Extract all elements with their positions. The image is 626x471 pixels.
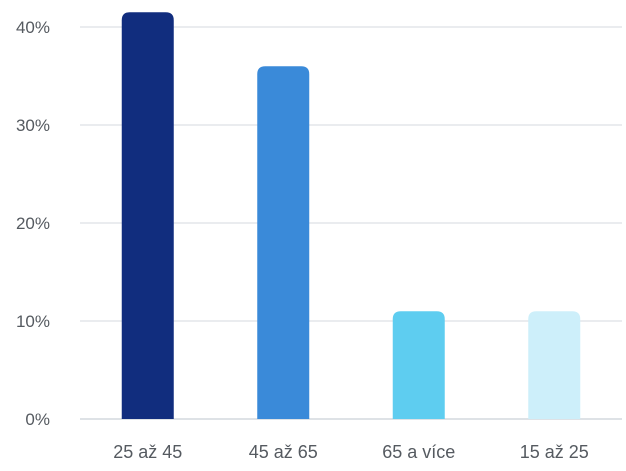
bar-1 xyxy=(121,12,174,420)
y-tick-label: 0% xyxy=(25,410,50,429)
y-axis-tick-labels: 0% 10% 20% 30% 40% xyxy=(16,18,50,429)
x-axis-tick-labels: 25 až 45 45 až 65 65 a více 15 až 25 xyxy=(113,442,589,462)
bar-3 xyxy=(392,311,445,419)
x-tick-label: 25 až 45 xyxy=(113,442,182,462)
y-tick-label: 40% xyxy=(16,18,50,37)
x-tick-label: 15 až 25 xyxy=(520,442,589,462)
x-tick-label: 65 a více xyxy=(382,442,455,462)
bars xyxy=(121,12,581,420)
x-tick-label: 45 až 65 xyxy=(249,442,318,462)
bar-2 xyxy=(257,66,310,419)
y-tick-label: 30% xyxy=(16,116,50,135)
y-tick-label: 10% xyxy=(16,312,50,331)
bar-4 xyxy=(528,311,581,419)
y-tick-label: 20% xyxy=(16,214,50,233)
